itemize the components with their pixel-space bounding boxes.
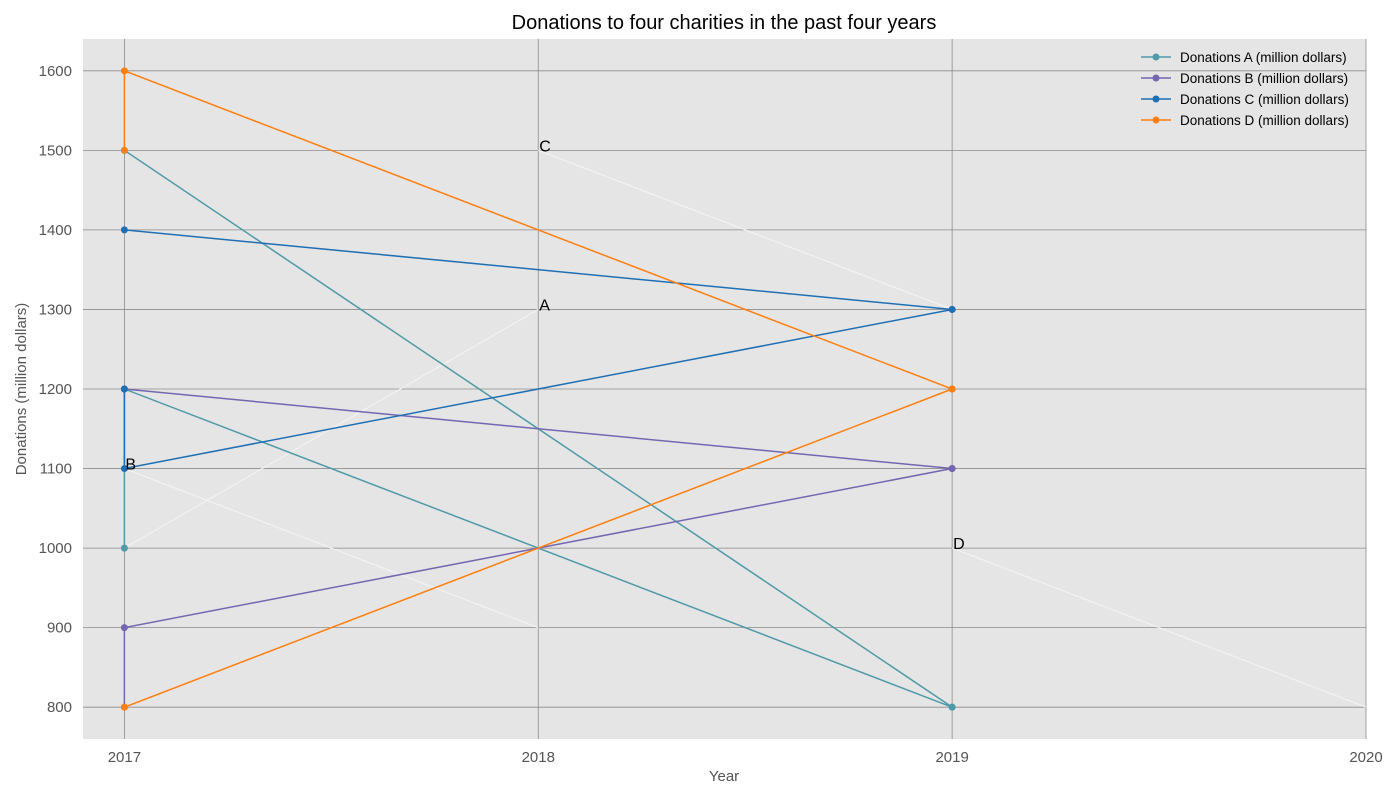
legend-item: Donations C (million dollars)	[1141, 92, 1349, 107]
y-axis-label: Donations (million dollars)	[13, 303, 30, 476]
legend-marker	[1152, 53, 1160, 61]
x-tick-label: 2019	[935, 749, 968, 766]
legend-marker	[1152, 116, 1160, 124]
series-d	[120, 67, 956, 711]
legend-marker	[1152, 74, 1160, 82]
y-tick-label: 1200	[39, 381, 72, 398]
y-tick-label: 900	[47, 620, 72, 637]
annotation-d: D	[953, 536, 965, 553]
faint-line	[124, 467, 539, 629]
faint-line	[538, 149, 953, 311]
y-tick-label: 1000	[39, 540, 72, 557]
data-point	[120, 146, 128, 154]
data-point	[120, 465, 128, 473]
legend-label: Donations A (million dollars)	[1180, 50, 1347, 65]
faint-line	[951, 547, 1367, 708]
legend-marker	[1152, 95, 1160, 103]
annotation-a: A	[539, 297, 550, 314]
x-tick-label: 2017	[108, 749, 141, 766]
y-tick-label: 1100	[40, 461, 72, 478]
y-tick-label: 1400	[39, 222, 72, 239]
legend-item: Donations D (million dollars)	[1141, 113, 1349, 128]
x-tick-label: 2018	[522, 749, 555, 766]
y-tick-label: 1600	[39, 63, 72, 80]
data-point	[948, 703, 956, 711]
legend-label: Donations D (million dollars)	[1180, 113, 1349, 128]
data-point	[120, 544, 128, 552]
x-tick-label: 2020	[1349, 749, 1382, 766]
chart-title: Donations to four charities in the past …	[512, 12, 937, 34]
data-point	[120, 226, 128, 234]
data-point	[948, 305, 956, 313]
data-point	[120, 67, 128, 75]
series-c	[120, 226, 956, 473]
legend-item: Donations A (million dollars)	[1141, 50, 1347, 65]
legend-item: Donations B (million dollars)	[1141, 71, 1348, 86]
data-point	[120, 624, 128, 632]
y-tick-label: 800	[47, 699, 72, 716]
annotations: A B C D	[125, 138, 964, 553]
annotation-b: B	[125, 457, 136, 474]
tick-labels: 2017 2018 2019 2020 800 900 1000 1100 1200 1300 14…	[39, 63, 1383, 766]
legend: Donations A (million dollars) Donations B…	[1141, 50, 1349, 128]
series-lines	[120, 67, 956, 711]
y-tick-label: 1500	[39, 142, 72, 159]
data-point	[948, 385, 956, 393]
legend-label: Donations B (million dollars)	[1180, 71, 1348, 86]
data-point	[120, 385, 128, 393]
x-axis-label: Year	[709, 768, 739, 785]
annotation-c: C	[539, 138, 551, 155]
y-tick-label: 1300	[39, 301, 72, 318]
data-point	[948, 465, 956, 473]
data-point	[120, 703, 128, 711]
legend-label: Donations C (million dollars)	[1180, 92, 1349, 107]
